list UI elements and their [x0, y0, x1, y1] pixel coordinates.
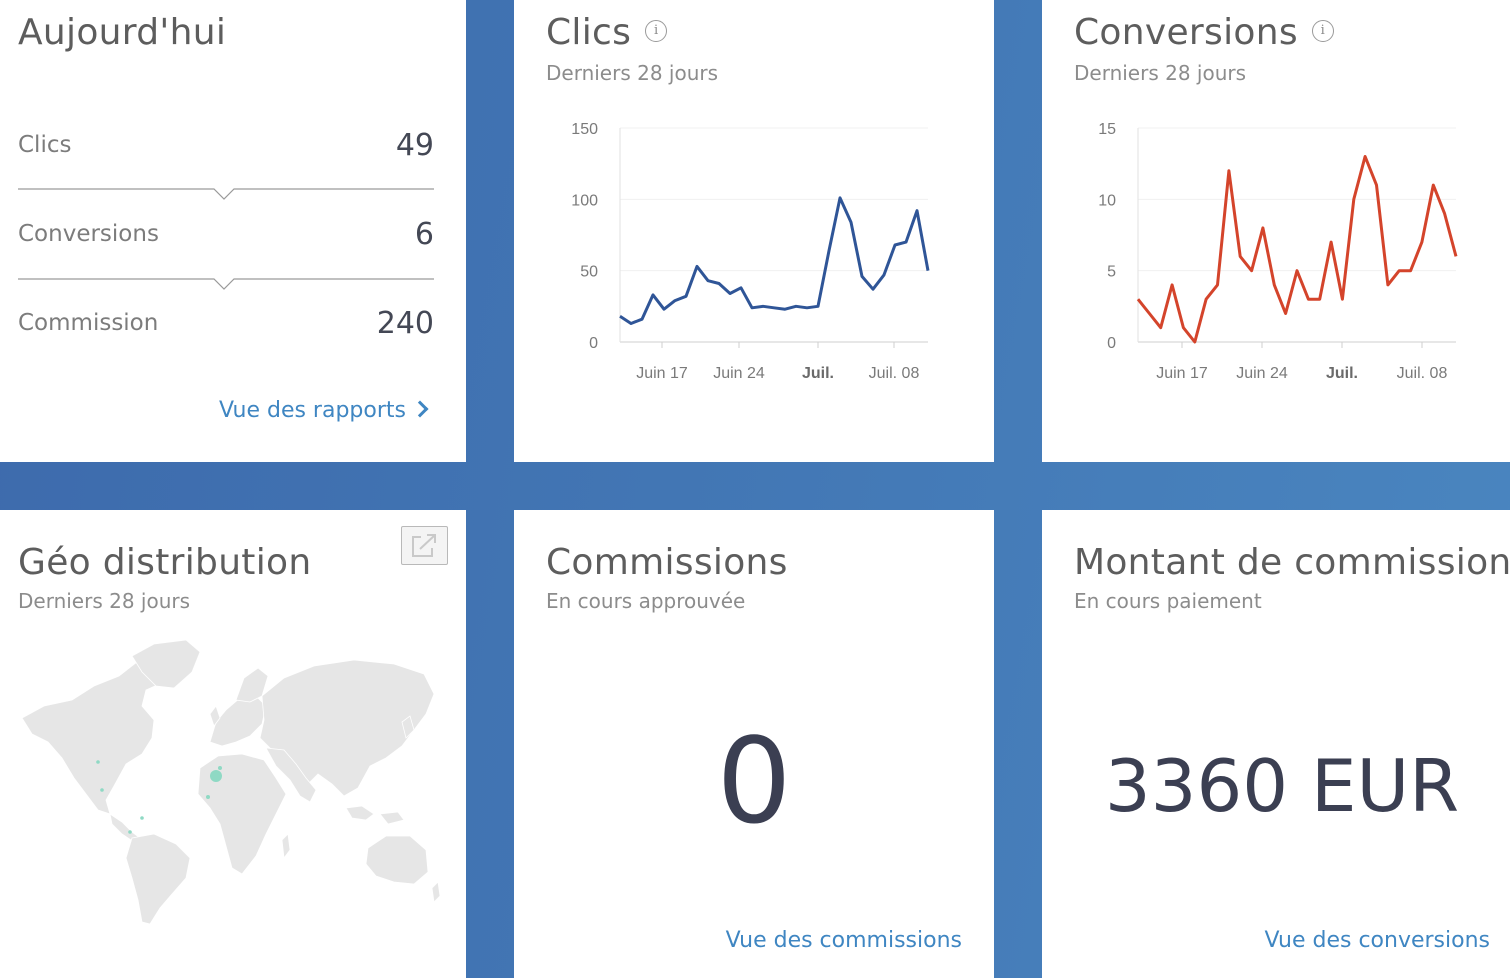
x-tick-label: Juil. 08 [869, 365, 920, 382]
x-tick-label: Juin 17 [1156, 365, 1208, 382]
map-marker [218, 766, 222, 770]
commission-amount-subtitle: En cours paiement [1074, 589, 1262, 613]
x-tick-label: Juil. [802, 365, 834, 382]
y-tick-label: 0 [589, 335, 598, 352]
stat-label: Commission [18, 310, 159, 336]
external-link-icon [412, 534, 436, 557]
today-title: Aujourd'hui [18, 12, 227, 53]
y-tick-label: 5 [1107, 264, 1116, 281]
clicks-card: Clics i Derniers 28 jours 0 50 100 150 Juin 1… [514, 0, 994, 462]
conversions-chart: 0 5 10 15 Juin 17 Juin 24 Juil. Juil. 08 [1098, 121, 1458, 382]
x-tick-label: Juin 24 [713, 365, 765, 382]
divider [18, 278, 434, 290]
x-tick-label: Juil. 08 [1397, 365, 1448, 382]
chevron-right-icon [411, 400, 429, 418]
map-land [21, 639, 441, 925]
stat-row-clicks: Clics 49 [18, 128, 434, 172]
conversions-subtitle: Derniers 28 jours [1074, 61, 1247, 85]
commissions-subtitle: En cours approuvée [546, 589, 746, 613]
stat-value: 49 [395, 128, 434, 163]
map-marker [100, 788, 104, 792]
expand-map-button[interactable] [401, 526, 448, 565]
stat-row-commission: Commission 240 [18, 306, 434, 350]
map-marker [128, 830, 132, 834]
commissions-card: Commissions En cours approuvée 0 Vue des… [514, 510, 994, 978]
y-tick-label: 10 [1098, 192, 1116, 209]
conversions-card: Conversions i Derniers 28 jours 0 5 10 15 Jui… [1042, 0, 1510, 462]
y-tick-label: 15 [1098, 121, 1116, 138]
stat-row-conversions: Conversions 6 [18, 217, 434, 261]
map-marker [210, 770, 222, 782]
x-tick-label: Juil. [1326, 365, 1358, 382]
map-markers [96, 760, 222, 834]
view-conversions-link[interactable]: Vue des conversions [1264, 928, 1490, 953]
x-tick-label: Juin 24 [1236, 365, 1288, 382]
commission-amount-title: Montant de commission [1074, 542, 1510, 583]
clicks-title: Clics i [546, 12, 668, 53]
geo-title: Géo distribution [18, 542, 312, 583]
y-tick-label: 50 [580, 264, 598, 281]
conversions-title-text: Conversions [1074, 12, 1298, 53]
reports-link[interactable]: Vue des rapports [218, 398, 429, 423]
commissions-value: 0 [716, 712, 792, 850]
series-line [619, 196, 930, 325]
series-line [1136, 155, 1458, 344]
stat-label: Clics [18, 132, 72, 158]
map-marker [96, 760, 100, 764]
commission-amount-value: 3360 EUR [1104, 744, 1460, 828]
y-tick-label: 0 [1107, 335, 1116, 352]
geo-card: Géo distribution Derniers 28 jours [0, 510, 466, 978]
stat-value: 240 [376, 306, 434, 341]
clicks-chart: 0 50 100 150 Juin 17 Juin 24 Juil. Juil. 08 [571, 121, 930, 382]
stat-label: Conversions [18, 221, 159, 247]
commission-amount-card: Montant de commission En cours paiement … [1042, 510, 1510, 978]
y-tick-label: 100 [571, 192, 598, 209]
divider [18, 188, 434, 200]
commissions-title: Commissions [546, 542, 788, 583]
clicks-subtitle: Derniers 28 jours [546, 61, 719, 85]
clicks-title-text: Clics [546, 12, 632, 53]
y-tick-label: 150 [571, 121, 598, 138]
view-commissions-link[interactable]: Vue des commissions [725, 928, 962, 953]
info-icon[interactable]: i [645, 20, 668, 42]
geo-subtitle: Derniers 28 jours [18, 589, 191, 613]
world-map [21, 639, 441, 925]
today-card: Aujourd'hui Clics 49 Conversions 6 Commi… [0, 0, 466, 462]
info-icon[interactable]: i [1311, 20, 1334, 42]
conversions-title: Conversions i [1074, 12, 1334, 53]
map-marker [206, 795, 210, 799]
x-tick-label: Juin 17 [636, 365, 688, 382]
stat-value: 6 [414, 217, 434, 252]
map-marker [140, 816, 144, 820]
reports-link-label: Vue des rapports [218, 398, 406, 423]
